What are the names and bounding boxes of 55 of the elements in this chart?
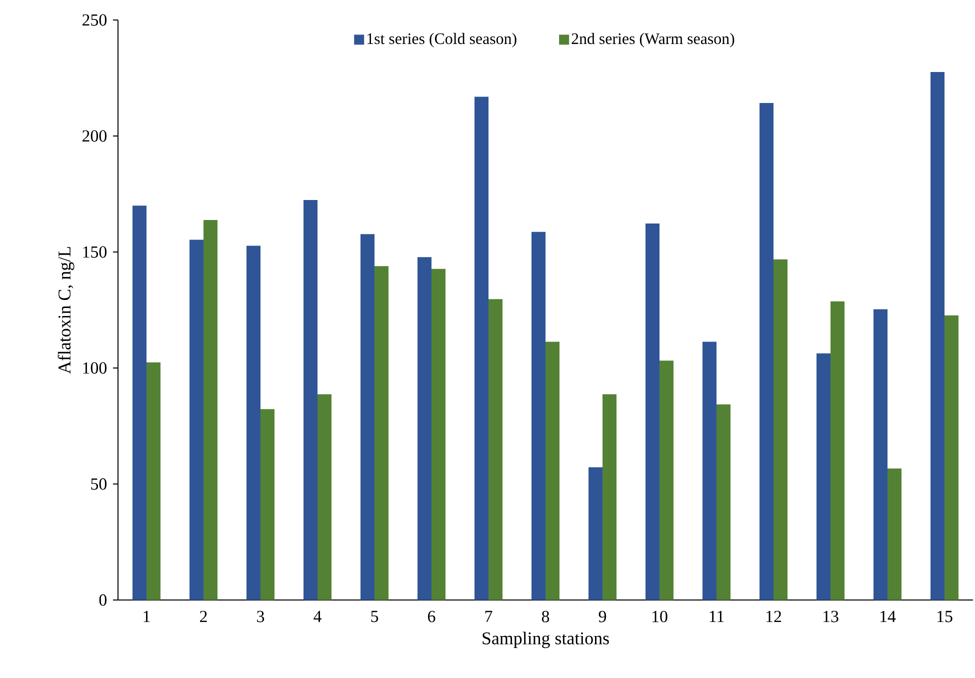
x-axis-title: Sampling stations — [482, 632, 609, 648]
y-tick-label: 250 — [82, 14, 107, 26]
x-tick-label: 10 — [652, 610, 668, 622]
bar — [546, 342, 560, 600]
x-tick-label: 3 — [257, 610, 264, 622]
bar — [830, 301, 845, 600]
bar — [418, 257, 432, 600]
y-tick-label: 150 — [83, 246, 107, 258]
bar — [246, 246, 260, 600]
x-tick-label: 2 — [200, 610, 207, 622]
bar — [432, 268, 446, 600]
bar — [146, 362, 160, 600]
bar — [190, 240, 204, 600]
bar — [532, 232, 546, 600]
bar — [304, 200, 318, 600]
x-tick-label: 5 — [371, 610, 378, 622]
bar — [944, 315, 959, 600]
bar — [488, 299, 503, 600]
y-tick-label: 50 — [91, 478, 107, 490]
x-tick-label: 15 — [938, 610, 952, 622]
bar — [816, 353, 831, 600]
x-tick-label: 8 — [542, 610, 550, 622]
bar — [716, 404, 731, 600]
bar — [204, 220, 218, 600]
bar — [588, 467, 603, 600]
x-tick-label: 11 — [710, 610, 724, 622]
y-tick-label: 0 — [99, 594, 107, 606]
bar — [132, 206, 146, 600]
bar — [318, 394, 332, 600]
x-tick-label: 14 — [880, 610, 896, 622]
bar — [260, 409, 275, 600]
x-tick-label: 12 — [766, 610, 782, 622]
x-tick-label: 4 — [314, 610, 322, 622]
bar — [646, 223, 660, 600]
bar — [360, 234, 375, 600]
bar — [602, 394, 617, 600]
bar — [774, 259, 788, 600]
x-tick-label: 1 — [144, 610, 150, 622]
bar — [930, 72, 945, 600]
legend-label: 2nd series (Warm season) — [572, 32, 734, 48]
bar — [888, 468, 902, 600]
bar — [374, 266, 389, 600]
x-tick-label: 9 — [598, 610, 606, 622]
bar — [660, 360, 674, 600]
bar — [702, 342, 717, 600]
x-tick-label: 7 — [485, 610, 492, 622]
bar — [474, 96, 489, 600]
legend-label: 1st series (Cold season) — [368, 32, 516, 48]
x-tick-label: 6 — [428, 610, 436, 622]
y-tick-label: 100 — [83, 362, 107, 374]
y-tick-label: 200 — [82, 130, 107, 142]
bar — [874, 309, 888, 600]
x-tick-label: 13 — [824, 610, 838, 622]
bar — [760, 103, 774, 600]
y-axis-title: Aflatoxin C, ng/L — [58, 247, 74, 374]
